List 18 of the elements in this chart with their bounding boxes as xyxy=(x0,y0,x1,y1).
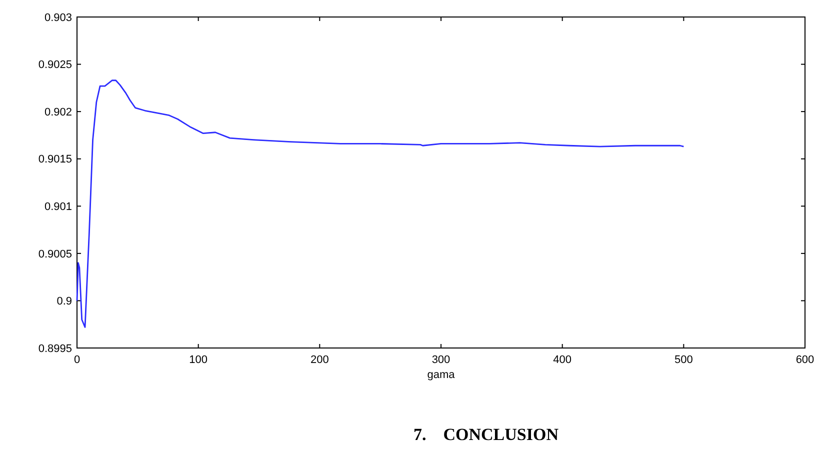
x-tick-label: 100 xyxy=(189,354,208,366)
x-tick-label: 0 xyxy=(74,354,80,366)
x-tick-label: 400 xyxy=(553,354,572,366)
y-tick-label: 0.9 xyxy=(56,296,72,308)
y-tick-label: 0.9015 xyxy=(38,154,72,166)
x-tick-label: 500 xyxy=(674,354,693,366)
x-tick-label: 600 xyxy=(796,354,814,366)
x-tick-label: 200 xyxy=(310,354,329,366)
y-tick-label: 0.9005 xyxy=(38,248,72,260)
y-tick-label: 0.901 xyxy=(44,200,72,213)
y-tick-label: 0.903 xyxy=(44,12,72,24)
line-series xyxy=(76,80,684,328)
y-tick-label: 0.902 xyxy=(44,106,72,118)
y-tick-label: 0.8995 xyxy=(38,342,72,355)
x-axis-title: gama xyxy=(427,369,456,381)
text: 7. CONCLUSION xyxy=(414,425,560,444)
y-tick-label: 0.9025 xyxy=(38,59,72,72)
x-tick-label: 300 xyxy=(432,354,450,366)
